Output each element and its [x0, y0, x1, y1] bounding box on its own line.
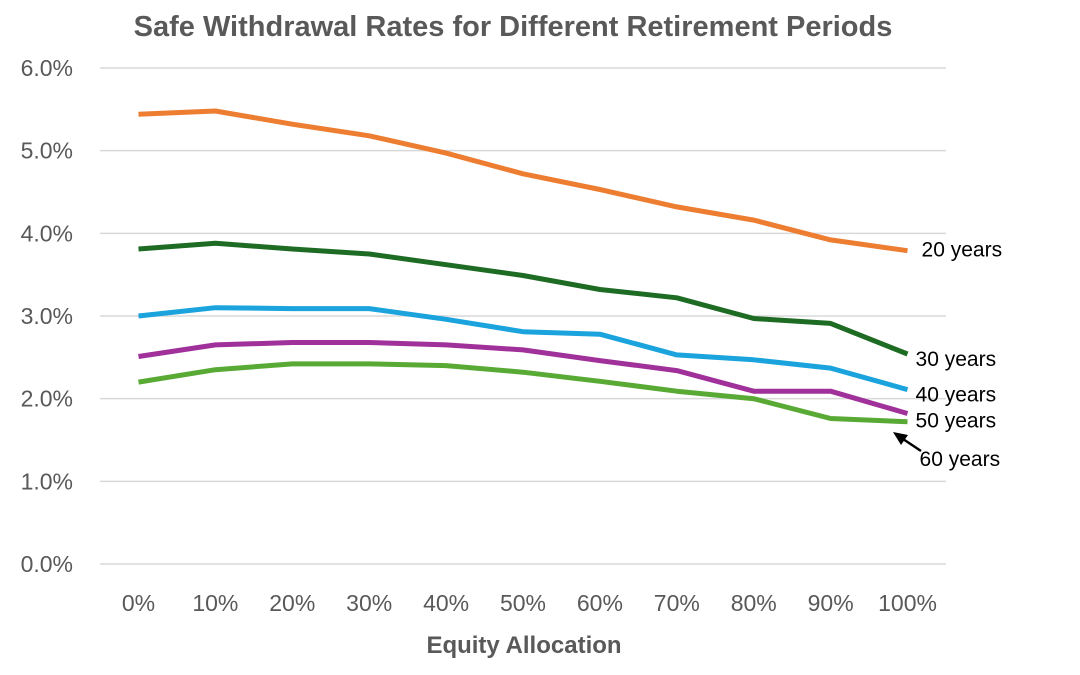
series-labels: 20 years 30 years 40 years 50 years 60 years — [916, 239, 1003, 471]
y-tick-label: 2.0% — [21, 386, 73, 412]
x-tick-label: 70% — [654, 590, 700, 616]
x-tick-label: 10% — [192, 590, 238, 616]
y-tick-label: 4.0% — [21, 220, 73, 246]
y-tick-label: 1.0% — [21, 468, 73, 494]
x-tick-label: 90% — [808, 590, 854, 616]
x-tick-label: 40% — [423, 590, 469, 616]
y-axis-ticks: 0.0% 1.0% 2.0% 3.0% 4.0% 5.0% 6.0% — [21, 55, 73, 577]
x-axis-ticks: 0% 10% 20% 30% 40% 50% 60% 70% 80% 90% 100% — [122, 590, 937, 616]
x-tick-label: 60% — [577, 590, 623, 616]
series-lines — [138, 108, 909, 425]
y-tick-label: 5.0% — [21, 138, 73, 164]
label-pointer-arrowhead — [893, 432, 908, 445]
y-tick-label: 0.0% — [21, 551, 73, 577]
y-tick-label: 6.0% — [21, 55, 73, 81]
series-label: 60 years — [920, 448, 1001, 471]
x-axis-label: Equity Allocation — [426, 632, 621, 659]
series-label: 40 years — [916, 384, 997, 407]
x-tick-label: 100% — [878, 590, 937, 616]
gridlines — [100, 67, 946, 565]
series-line — [138, 240, 909, 357]
x-tick-label: 80% — [731, 590, 777, 616]
x-tick-label: 20% — [269, 590, 315, 616]
series-label: 20 years — [922, 239, 1003, 262]
series-line — [138, 305, 909, 393]
chart-title: Safe Withdrawal Rates for Different Reti… — [134, 11, 893, 43]
series-line — [138, 108, 908, 254]
series-label: 30 years — [916, 348, 997, 371]
series-line — [138, 361, 908, 425]
x-tick-label: 50% — [500, 590, 546, 616]
y-tick-label: 3.0% — [21, 303, 73, 329]
series-label: 50 years — [916, 410, 997, 433]
series-line — [138, 340, 909, 416]
x-tick-label: 30% — [346, 590, 392, 616]
x-tick-label: 0% — [122, 590, 155, 616]
